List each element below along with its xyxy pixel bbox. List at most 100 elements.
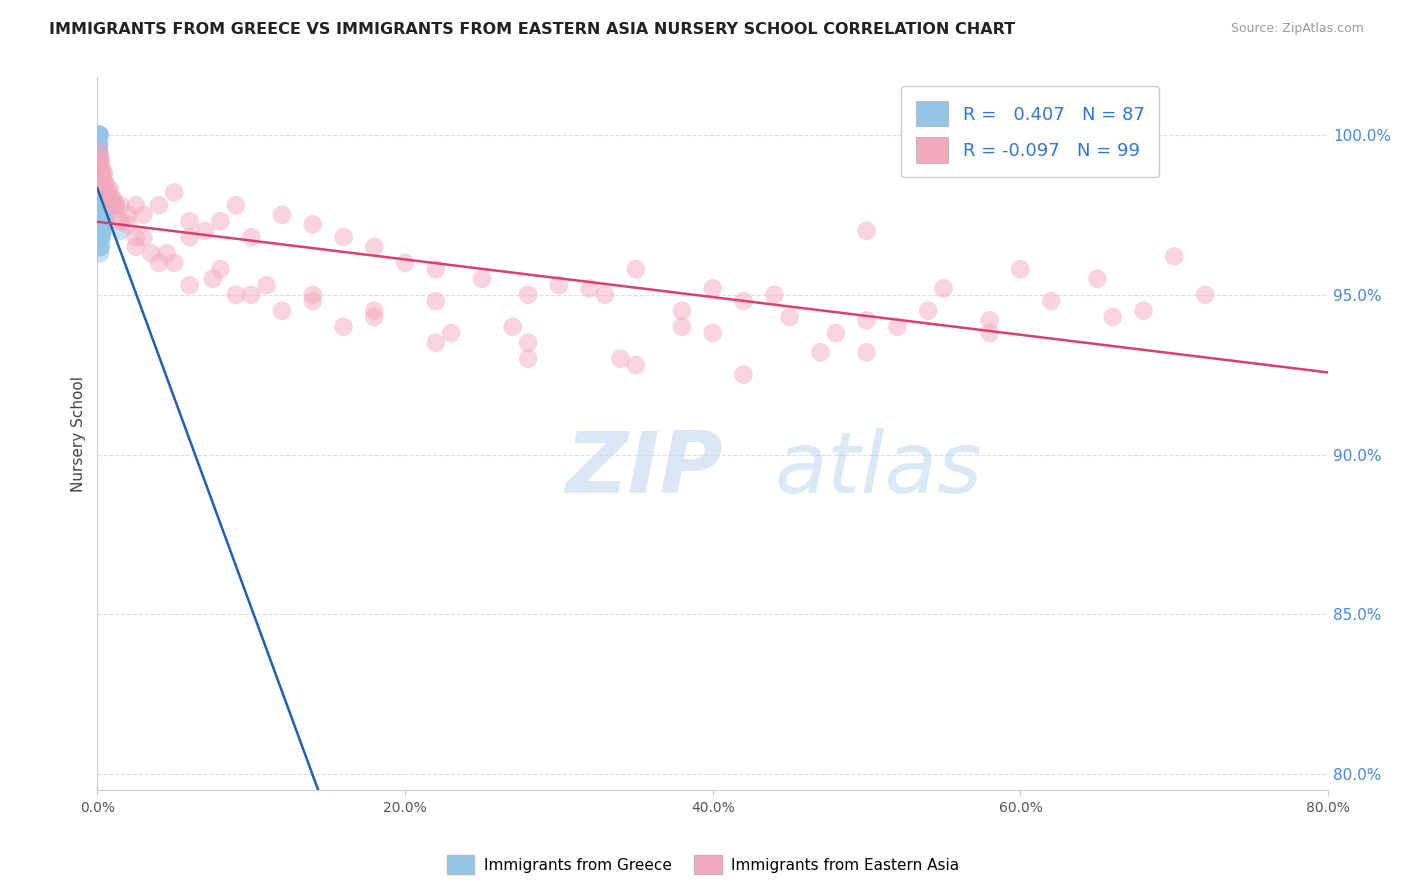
Point [87,208,110,222]
Point [87,166,110,180]
Point [98,182,121,196]
Point [301,294,323,309]
Point [104,198,127,212]
Point [225,287,247,301]
Point [671,319,693,334]
Point [87,198,110,212]
Point [932,281,955,295]
Point [89,182,111,196]
Point [425,335,447,350]
Point [240,230,263,244]
Point [87,176,110,190]
Point [179,214,201,228]
Point [810,345,832,359]
Text: IMMIGRANTS FROM GREECE VS IMMIGRANTS FROM EASTERN ASIA NURSERY SCHOOL CORRELATIO: IMMIGRANTS FROM GREECE VS IMMIGRANTS FRO… [49,22,1015,37]
Point [89,198,111,212]
Point [94,176,117,190]
Point [125,230,148,244]
Point [87,176,110,190]
Point [1010,262,1032,277]
Point [1163,249,1185,263]
Point [855,224,877,238]
Point [87,182,110,196]
Point [440,326,463,340]
Point [87,144,110,158]
Point [763,287,786,301]
Point [100,198,122,212]
Point [89,230,111,244]
Point [90,240,112,254]
Point [89,246,111,260]
Point [132,230,155,244]
Point [89,214,111,228]
Point [779,310,801,325]
Point [548,278,571,293]
Point [87,166,110,180]
Point [87,160,110,174]
Point [87,182,110,196]
Point [87,166,110,180]
Point [87,160,110,174]
Point [89,224,111,238]
Point [94,182,117,196]
Point [163,256,186,270]
Point [917,303,939,318]
Point [855,345,877,359]
Point [91,224,114,238]
Point [163,186,186,200]
Point [91,224,114,238]
Point [89,198,111,212]
Point [90,240,112,254]
Point [702,281,724,295]
Point [301,218,323,232]
Point [517,351,540,366]
Point [87,198,110,212]
Point [89,150,111,164]
Point [87,128,110,142]
Point [89,208,111,222]
Point [517,335,540,350]
Point [110,214,132,228]
Point [89,192,111,206]
Point [91,176,114,190]
Point [101,192,124,206]
Point [824,326,846,340]
Point [855,313,877,327]
Point [91,166,114,180]
Point [624,262,647,277]
Point [132,208,155,222]
Point [93,166,115,180]
Point [87,198,110,212]
Text: Source: ZipAtlas.com: Source: ZipAtlas.com [1230,22,1364,36]
Point [90,166,112,180]
Point [87,128,110,142]
Point [194,224,217,238]
Point [332,230,354,244]
Point [1085,272,1108,286]
Point [110,214,132,228]
Point [89,128,111,142]
Point [94,214,117,228]
Point [104,198,127,212]
Point [979,313,1001,327]
Point [87,144,110,158]
Point [87,160,110,174]
Point [87,208,110,222]
Point [91,160,114,174]
Point [87,192,110,206]
Point [148,198,170,212]
Point [87,166,110,180]
Point [89,153,111,168]
Point [363,310,385,325]
Point [87,137,110,152]
Point [201,272,224,286]
Legend: R =   0.407   N = 87, R = -0.097   N = 99: R = 0.407 N = 87, R = -0.097 N = 99 [901,87,1159,178]
Point [117,218,139,232]
Point [502,319,524,334]
Point [87,128,110,142]
Point [89,214,111,228]
Point [702,326,724,340]
Point [91,224,114,238]
Point [179,230,201,244]
Point [148,256,170,270]
